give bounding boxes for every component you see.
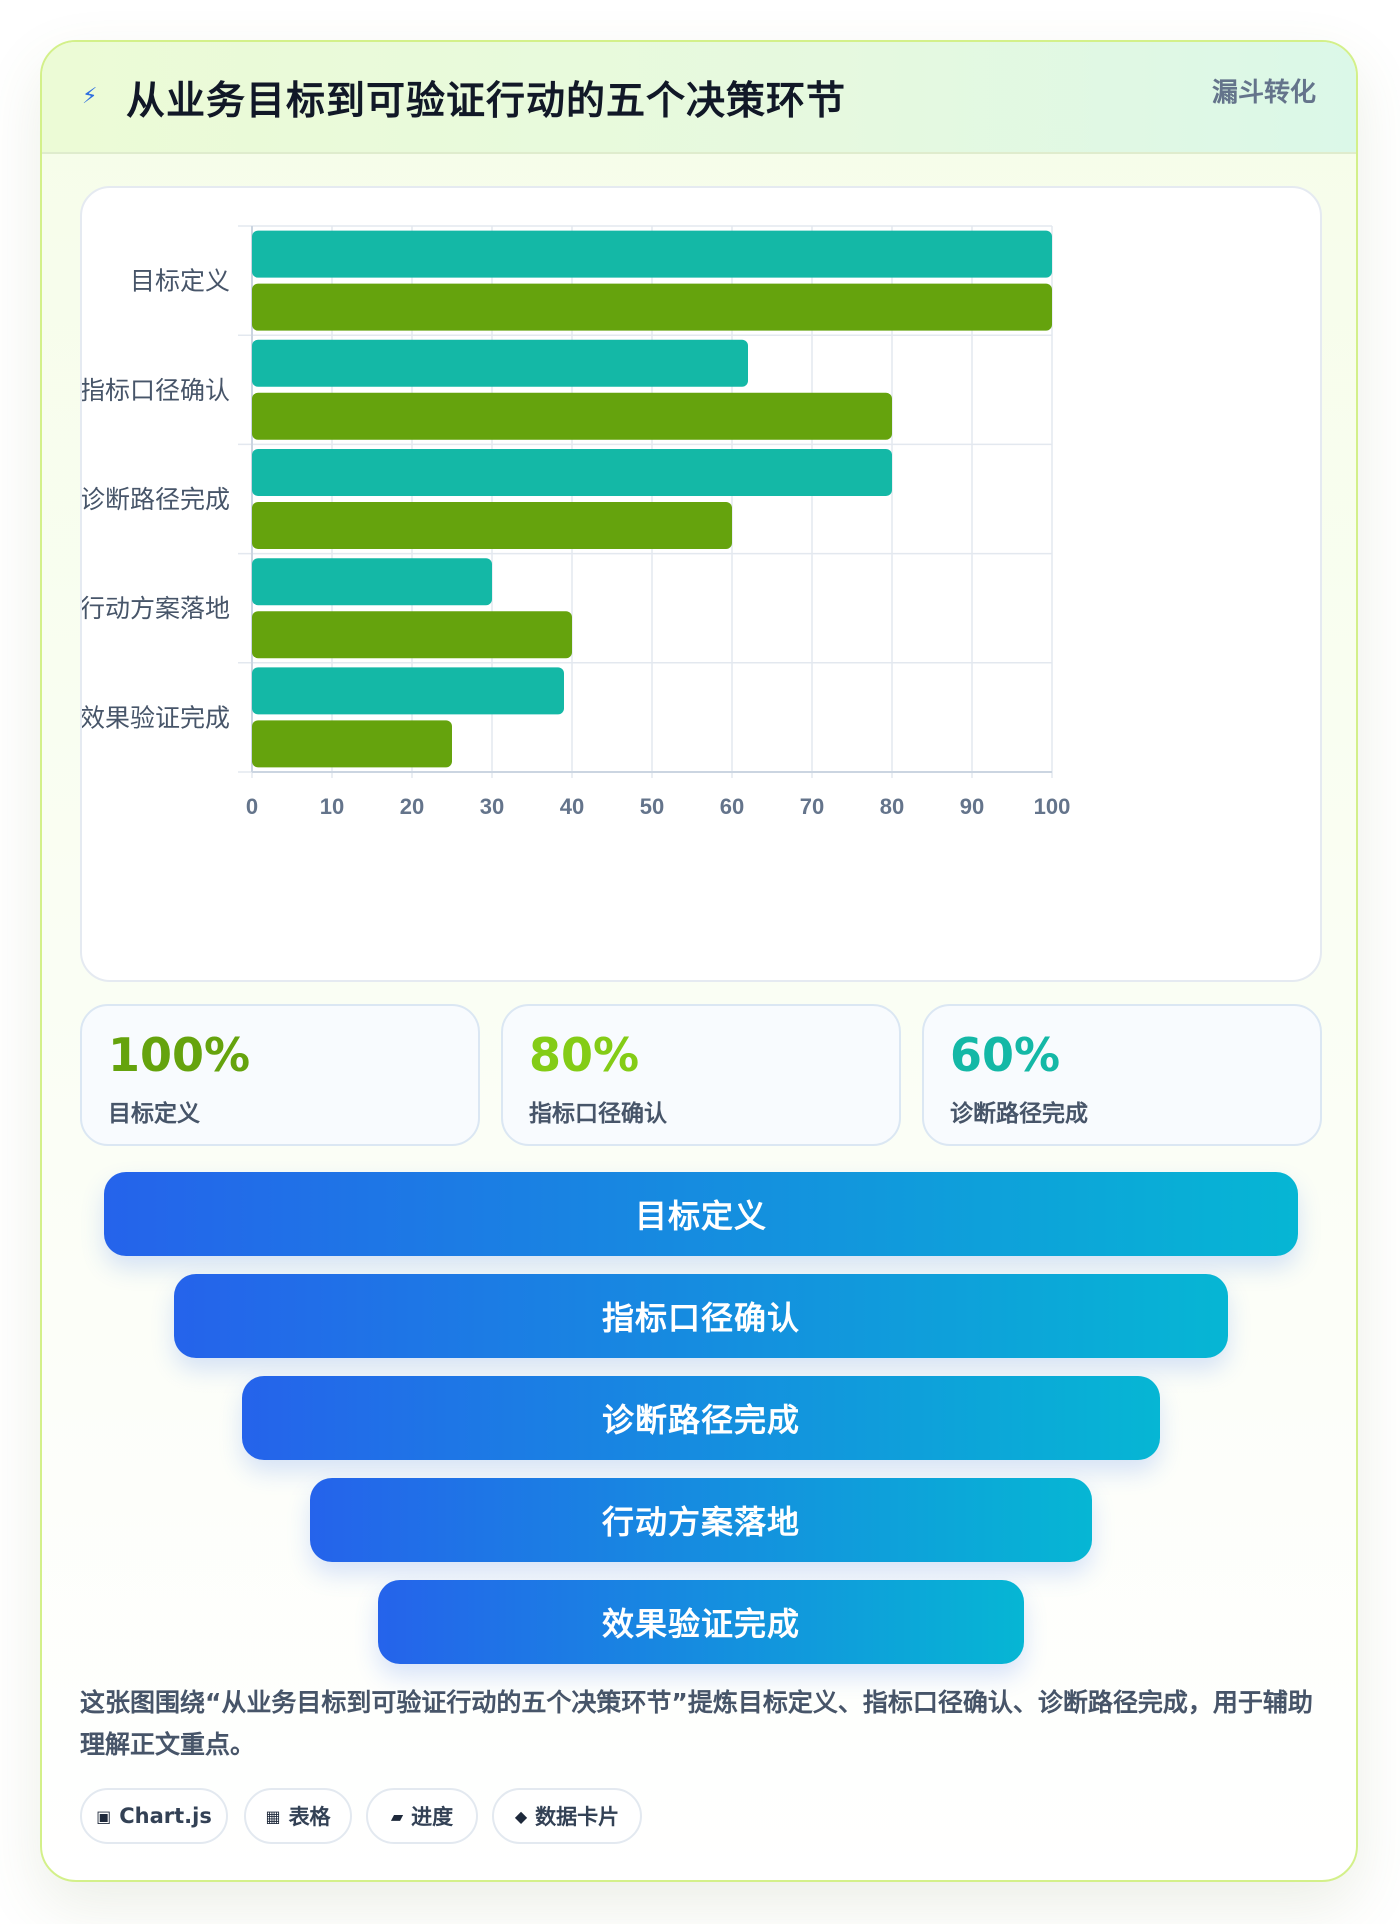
stat-card-3: 60% 诊断路径完成 [922, 1004, 1322, 1146]
y-tick-label: 诊断路径完成 [82, 485, 230, 514]
chip-label: Chart.js [119, 1804, 212, 1828]
bar [252, 283, 1052, 331]
stat-card-1: 100% 目标定义 [80, 1004, 480, 1146]
table-icon: ▦ [265, 1806, 281, 1826]
bar [252, 392, 892, 440]
x-tick-label: 0 [246, 794, 258, 819]
stat-label: 诊断路径完成 [950, 1101, 1088, 1127]
funnel-stage-1: 目标定义 [104, 1172, 1298, 1256]
bar [252, 667, 564, 715]
stat-value: 80% [529, 1028, 640, 1082]
stat-value: 60% [950, 1028, 1061, 1082]
chart-description: 这张图围绕“从业务目标到可验证行动的五个决策环节”提炼目标定义、指标口径确认、诊… [80, 1688, 1313, 1759]
stat-label: 指标口径确认 [529, 1101, 667, 1127]
page-title: 从业务目标到可验证行动的五个决策环节 [126, 79, 847, 124]
bar [252, 449, 892, 496]
chip-table[interactable]: ▦ 表格 [244, 1788, 352, 1844]
bar [252, 611, 572, 659]
bar [252, 720, 452, 768]
chip-label: 数据卡片 [535, 1805, 620, 1829]
x-tick-label: 80 [880, 794, 904, 819]
x-tick-label: 100 [1034, 794, 1071, 819]
y-tick-label: 效果验证完成 [82, 703, 230, 732]
x-tick-label: 20 [400, 794, 424, 819]
chip-chartjs[interactable]: ▣ Chart.js [80, 1788, 228, 1844]
x-tick-label: 40 [560, 794, 584, 819]
funnel-stage-2: 指标口径确认 [174, 1274, 1228, 1358]
bar [252, 558, 492, 606]
chip-progress[interactable]: ▰ 进度 [366, 1788, 478, 1844]
stat-card-2: 80% 指标口径确认 [501, 1004, 901, 1146]
chip-data-card[interactable]: ◆ 数据卡片 [492, 1788, 642, 1844]
lightning-icon: ⚡ [82, 84, 98, 109]
x-tick-label: 10 [320, 794, 344, 819]
x-tick-label: 50 [640, 794, 664, 819]
chip-label: 进度 [411, 1805, 454, 1829]
y-tick-label: 指标口径确认 [82, 376, 230, 405]
bar [252, 230, 1052, 278]
category-tag: 漏斗转化 [1211, 78, 1316, 108]
x-tick-label: 30 [480, 794, 504, 819]
chip-label: 表格 [288, 1805, 331, 1829]
progress-icon: ▰ [390, 1806, 404, 1826]
funnel-stage-3: 诊断路径完成 [242, 1376, 1160, 1460]
y-tick-label: 目标定义 [130, 267, 230, 296]
chart-panel: 0 10 20 30 40 50 60 70 80 90 100 目标定义指标口径确认 诊断路径完成 行动… [80, 186, 1322, 982]
stat-label: 目标定义 [108, 1101, 200, 1127]
card-header: ⚡ 从业务目标到可验证行动的五个决策环节 漏斗转化 [42, 42, 1356, 154]
y-tick-label: 行动方案落地 [82, 594, 230, 623]
stat-value: 100% [108, 1028, 251, 1082]
x-tick-label: 70 [800, 794, 824, 819]
bar-chart: 0 10 20 30 40 50 60 70 80 90 100 目标定义指标口径确认诊断路径完成行动… [82, 225, 1071, 819]
diamond-icon: ◆ [514, 1806, 528, 1826]
funnel-stage-4: 行动方案落地 [310, 1478, 1092, 1562]
funnel-stage-5: 效果验证完成 [378, 1580, 1024, 1664]
chart-icon: ▣ [96, 1806, 112, 1826]
x-tick-label: 60 [720, 794, 744, 819]
bar [252, 502, 732, 549]
x-tick-label: 90 [960, 794, 984, 819]
report-card: ⚡ 从业务目标到可验证行动的五个决策环节 漏斗转化 0 10 20 30 40 50 60 7… [40, 40, 1358, 1882]
bar [252, 339, 748, 387]
